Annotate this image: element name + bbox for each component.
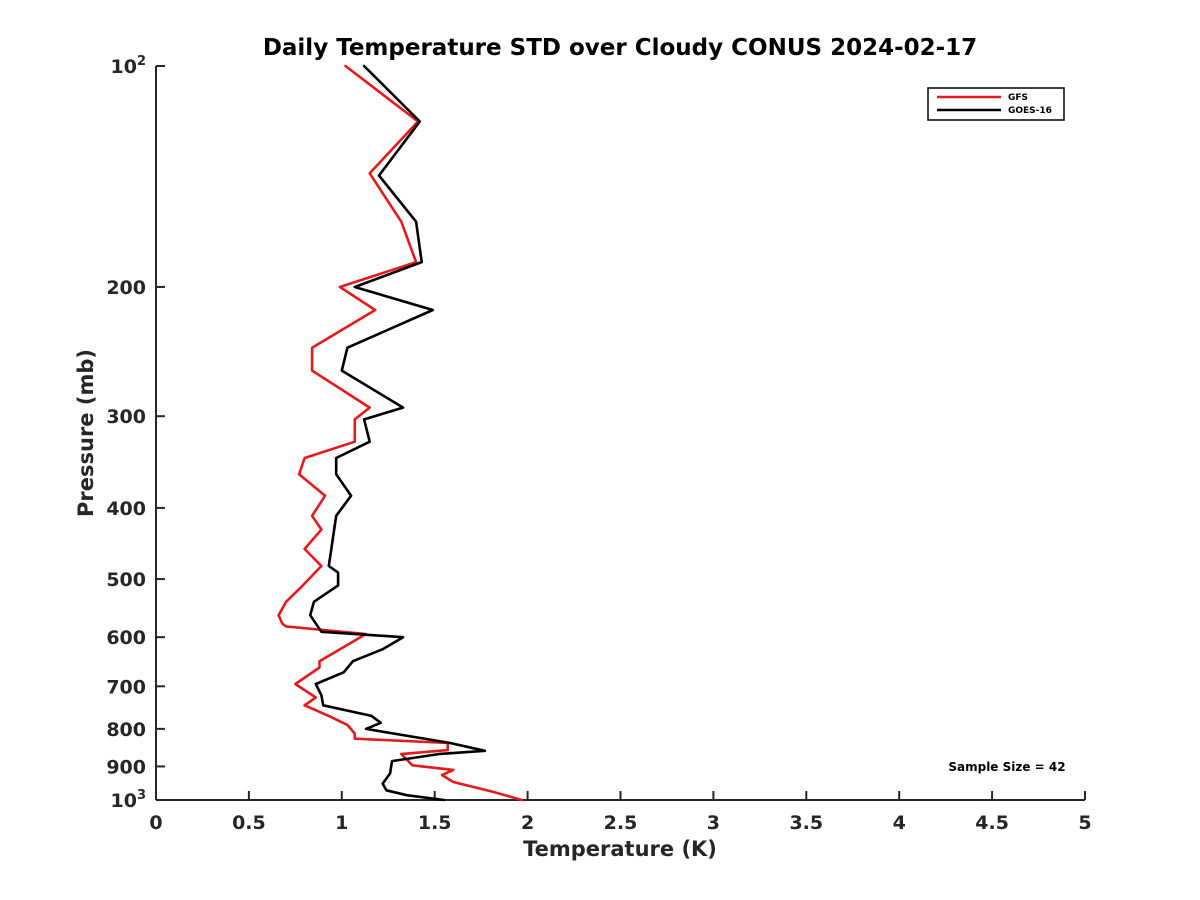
chart-title: Daily Temperature STD over Cloudy CONUS …	[263, 35, 977, 61]
y-tick-label: 600	[106, 627, 146, 649]
y-axis-label: Pressure (mb)	[74, 349, 98, 517]
x-tick-label: 2.5	[604, 812, 638, 834]
series-layer	[277, 64, 524, 802]
y-tick-label: 500	[106, 569, 146, 591]
y-tick-label: 800	[106, 719, 146, 741]
x-tick-label: 3.5	[789, 812, 823, 834]
sample-size-annotation: Sample Size = 42	[948, 760, 1065, 774]
x-tick-label: 4	[893, 812, 906, 834]
x-tick-label: 2	[521, 812, 534, 834]
y-tick-label: 102	[111, 54, 147, 78]
legend: GFS GOES-16	[927, 87, 1065, 121]
legend-label-goes16: GOES-16	[1008, 106, 1052, 116]
x-tick-label: 5	[1078, 812, 1091, 834]
x-axis-label: Temperature (K)	[523, 837, 717, 861]
x-tick-label: 0.5	[232, 812, 266, 834]
x-tick-label: 3	[707, 812, 720, 834]
x-tick-label: 1.5	[418, 812, 452, 834]
series-line-goes16	[308, 64, 487, 802]
y-tick-label: 200	[106, 277, 146, 299]
y-tick-label: 400	[106, 498, 146, 520]
x-tick-label: 1	[335, 812, 348, 834]
x-tick-label: 0	[149, 812, 162, 834]
series-line-gfs	[277, 64, 524, 802]
y-tick-label: 300	[106, 406, 146, 428]
legend-label-gfs: GFS	[1008, 93, 1028, 103]
y-tick-label: 900	[106, 756, 146, 778]
y-tick-label: 103	[111, 788, 147, 812]
y-tick-label: 700	[106, 676, 146, 698]
axes: 0 0.5 1 1.5 2 2.5 3 3.5 4 4.5 5 102 200 300 400 500 600 7…	[106, 54, 1091, 834]
legend-box	[927, 87, 1065, 121]
x-tick-label: 4.5	[975, 812, 1009, 834]
